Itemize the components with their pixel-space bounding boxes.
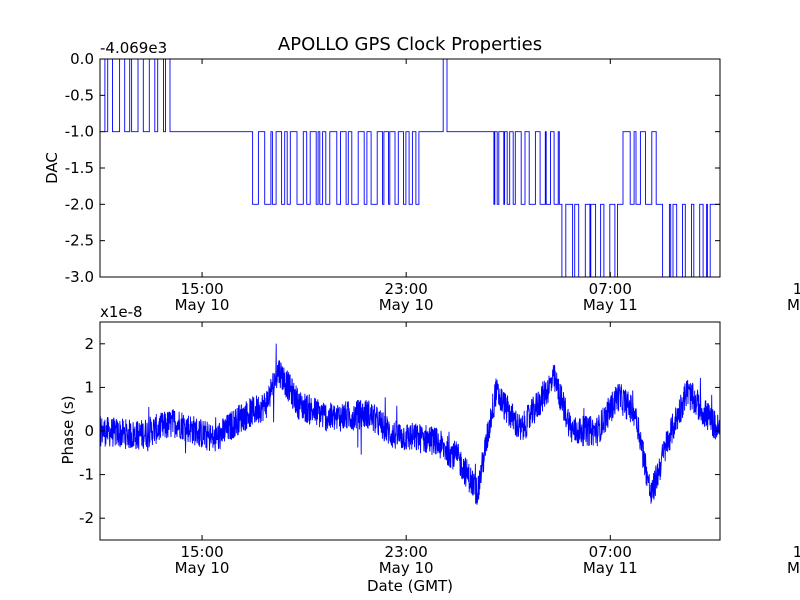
phase-xtick-label: 07:00 [589,543,632,561]
dac-ytick-label: -3.0 [65,268,94,286]
dac-xtick-date: May 10 [379,296,434,314]
phase-ytick-label: -2 [79,509,94,527]
dac-ytick-label: -1.5 [65,159,94,177]
dac-xtick-label: 15:00 [793,280,800,298]
dac-xtick-label: 07:00 [589,280,632,298]
phase-xtick-label: 15:00 [180,543,223,561]
phase-xtick-date: May 10 [379,559,434,577]
phase-ylabel: Phase (s) [59,395,77,464]
phase-panel: x1e-8 Phase (s) Date (GMT) 210-1-215:00M… [59,303,800,595]
dac-xtick-date: May 11 [583,296,638,314]
phase-plot-area [99,343,721,505]
phase-xtick-date: May 10 [175,559,230,577]
phase-xtick-label: 15:00 [793,543,800,561]
dac-xtick-date: May 10 [175,296,230,314]
phase-xtick-date: May 11 [787,559,800,577]
phase-series-line [99,343,721,505]
dac-plot-area [100,58,720,278]
dac-xtick-date: May 11 [787,296,800,314]
dac-ytick-label: -2.0 [65,195,94,213]
phase-xtick-date: May 11 [583,559,638,577]
dac-ytick-label: -1.0 [65,123,94,141]
dac-offset-label: -4.069e3 [100,39,167,57]
dac-xtick-label: 15:00 [180,280,223,298]
dac-frame [99,58,721,278]
dac-ytick-label: -2.5 [65,232,94,250]
dac-xtick-label: 23:00 [385,280,428,298]
phase-offset-label: x1e-8 [100,303,143,321]
phase-ytick-label: 2 [84,335,94,353]
dac-panel: -4.069e3 DAC 0.0 -0.5 -1.0 -1.5 -2.0 -2.5 -3.0… [43,39,800,314]
phase-ytick-label: 1 [84,378,94,396]
dac-ylabel: DAC [43,152,61,184]
dac-series-line [100,58,720,278]
dac-ytick-label: 0.0 [70,50,94,68]
phase-ytick-label: -1 [79,466,94,484]
phase-ytick-label: 0 [84,422,94,440]
phase-xtick-label: 23:00 [385,543,428,561]
phase-xlabel: Date (GMT) [367,577,453,595]
dac-ytick-label: -0.5 [65,86,94,104]
figure-title: APOLLO GPS Clock Properties [278,34,542,55]
